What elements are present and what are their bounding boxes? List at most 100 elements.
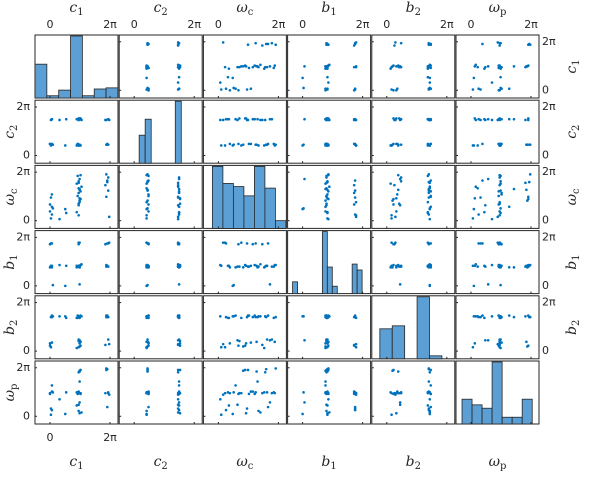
scatter-point [226, 75, 230, 79]
histogram-bar [93, 88, 107, 99]
scatter-point [228, 142, 232, 146]
variable-name: b [564, 261, 580, 270]
variable-subscript: 1 [571, 59, 582, 65]
histogram-bar [521, 398, 533, 425]
histogram-bar [491, 361, 503, 425]
scatter-point [354, 200, 358, 204]
scatter-point [486, 338, 490, 342]
variable-name: c [2, 131, 18, 139]
scatter-point [145, 207, 148, 211]
scatter-point [50, 314, 54, 317]
scatter-point [236, 403, 239, 406]
scatter-point [500, 87, 503, 91]
scatter-point [479, 118, 482, 122]
scatter-point [481, 142, 484, 146]
scatter-point [63, 284, 67, 288]
scatter-point [473, 65, 477, 68]
scatter-point [490, 81, 494, 84]
scatter-point [527, 143, 531, 146]
scatter-point [259, 118, 262, 122]
scatter-point [249, 341, 253, 344]
scatter-point [428, 181, 432, 185]
scatter-point [58, 118, 61, 122]
scatter-point [78, 177, 81, 181]
variable-subscript: 1 [77, 7, 83, 18]
scatter-point [399, 391, 403, 394]
histogram-bar [138, 134, 146, 164]
scatter-point [301, 144, 304, 147]
scatter-point [265, 391, 269, 394]
scatter-point [176, 217, 180, 221]
scatter-point [395, 210, 398, 213]
x-tick-label: 2π [356, 18, 370, 31]
scatter-point [76, 174, 79, 178]
scatter-point [223, 241, 227, 244]
scatter-point [177, 187, 181, 191]
scatter-point [63, 412, 67, 416]
scatter-point [353, 189, 357, 192]
y-tick-label: 2π [542, 35, 556, 48]
scatter-point [48, 210, 52, 213]
y-tick-label: 0 [542, 83, 549, 96]
scatter-point [398, 403, 402, 406]
scatter-point [246, 118, 250, 122]
scatter-point [396, 173, 400, 177]
scatter-point [483, 67, 486, 70]
scatter-point [479, 242, 482, 245]
scatter-point [49, 407, 53, 410]
scatter-point [496, 41, 500, 44]
scatter-point [266, 314, 270, 317]
histogram-bar [321, 231, 328, 295]
scatter-point [219, 263, 222, 267]
scatter-point [228, 88, 232, 92]
scatter-point [486, 283, 490, 286]
scatter-point [240, 316, 243, 320]
histogram-bar [105, 87, 119, 99]
scatter-point [303, 401, 306, 404]
variable-name: b [564, 326, 580, 335]
scatter-point [526, 345, 529, 348]
scatter-point [327, 81, 330, 84]
panel-frame [118, 360, 203, 425]
variable-label: ωp [489, 0, 507, 18]
scatter-point [484, 203, 487, 207]
scatter-point [264, 367, 268, 371]
histogram-bar [211, 165, 224, 229]
scatter-point [268, 117, 272, 121]
variable-label: c1 [69, 0, 83, 18]
panel-frame [202, 230, 287, 295]
scatter-point [471, 88, 475, 91]
panel-frame [118, 34, 203, 99]
variable-subscript: 1 [571, 254, 582, 260]
scatter-point [219, 81, 222, 84]
variable-subscript: 2 [161, 461, 167, 472]
scatter-point [106, 143, 110, 146]
variable-label: b1 [321, 454, 336, 472]
scatter-point [234, 117, 237, 121]
scatter-point [77, 391, 80, 394]
scatter-point [177, 67, 181, 70]
scatter-point [261, 242, 264, 246]
scatter-point [176, 43, 180, 47]
x-tick-label: 2π [103, 431, 117, 444]
variable-name: ω [2, 389, 18, 401]
scatter-point [396, 64, 400, 67]
scatter-point [326, 411, 329, 415]
scatter-point [77, 264, 80, 268]
scatter-point [325, 370, 328, 374]
scatter-point [177, 283, 181, 286]
x-tick-label: 2π [272, 18, 286, 31]
scatter-point [264, 42, 268, 46]
scatter-point [426, 200, 430, 204]
scatter-point [251, 390, 255, 393]
scatter-point [498, 44, 501, 47]
panel-frame [34, 230, 119, 295]
scatter-point [107, 215, 111, 219]
scatter-point [75, 117, 79, 121]
scatter-point [261, 118, 264, 122]
variable-subscript: c [9, 188, 20, 194]
scatter-point [249, 264, 253, 268]
scatter-point [77, 370, 80, 374]
scatter-point [429, 195, 433, 199]
panel-frame [287, 99, 372, 164]
